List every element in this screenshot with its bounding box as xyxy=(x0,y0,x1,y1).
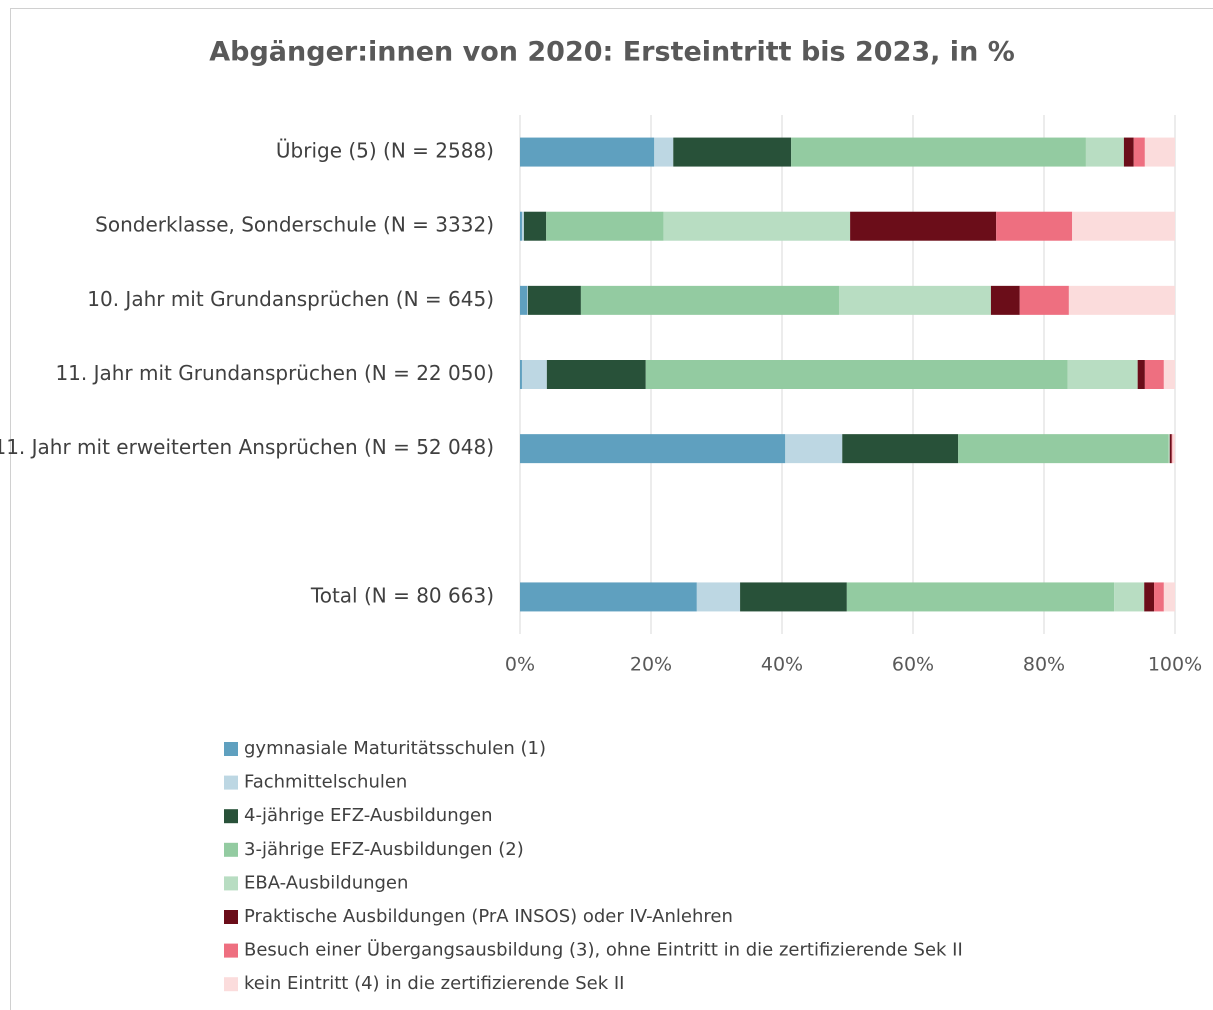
bar-segment xyxy=(527,285,581,315)
legend-label: Besuch einer Übergangsausbildung (3), oh… xyxy=(244,939,963,961)
bar-segment xyxy=(520,285,528,315)
legend-swatch xyxy=(224,876,238,891)
legend-label: gymnasiale Maturitätsschulen (1) xyxy=(244,738,546,759)
bar-segment xyxy=(1163,360,1175,389)
bar-segment xyxy=(1171,434,1173,464)
bar-segment xyxy=(523,211,547,241)
bar-segment xyxy=(580,285,839,315)
y-tick-label: 11. Jahr mit Grundansprüchen (N = 22 050… xyxy=(55,361,494,385)
bar-segment xyxy=(1154,582,1164,612)
bar-segment xyxy=(520,582,697,612)
bar-segment xyxy=(1114,582,1145,612)
y-tick-label: Sonderklasse, Sonderschule (N = 3332) xyxy=(95,213,494,237)
bar-segment xyxy=(990,285,1020,315)
legend-swatch xyxy=(224,910,238,924)
bar-segment xyxy=(1169,434,1172,464)
legend-label: kein Eintritt (4) in die zertifizierende… xyxy=(244,973,624,994)
legend-label: Praktische Ausbildungen (PrA INSOS) oder… xyxy=(244,906,733,927)
bar-segment xyxy=(546,360,646,389)
legend-label: Fachmittelschulen xyxy=(244,772,407,793)
bar-segment xyxy=(1168,434,1170,464)
bar-segment xyxy=(785,434,843,464)
bar-segment xyxy=(1163,582,1175,612)
bar-segment xyxy=(520,211,522,241)
bar-segment xyxy=(520,360,522,389)
bar-segment xyxy=(1019,285,1069,315)
x-tick-label: 40% xyxy=(761,654,803,676)
y-tick-label: 11. Jahr mit erweiterten Ansprüchen (N =… xyxy=(0,435,494,459)
bar-segment xyxy=(673,137,792,167)
bar-segment xyxy=(654,137,674,167)
x-tick-label: 20% xyxy=(630,654,672,676)
bar-segment xyxy=(1144,360,1164,389)
bar-segment xyxy=(850,211,997,241)
bar-segment xyxy=(958,434,1169,464)
bar-segment xyxy=(663,211,851,241)
y-tick-label: Total (N = 80 663) xyxy=(310,583,494,607)
bar-segment xyxy=(520,137,655,167)
bar-segment xyxy=(521,211,524,241)
bar-segment xyxy=(520,434,786,464)
legend-swatch xyxy=(224,943,238,958)
bar-segment xyxy=(546,211,664,241)
legend-swatch xyxy=(224,842,238,857)
bar-segment xyxy=(996,211,1073,241)
y-tick-label: Übrige (5) (N = 2588) xyxy=(276,139,494,163)
bar-segment xyxy=(791,137,1086,167)
bar-segment xyxy=(1068,285,1175,315)
bar-segment xyxy=(1085,137,1124,167)
legend-swatch xyxy=(224,742,238,756)
x-tick-label: 60% xyxy=(892,654,934,676)
bar-segment xyxy=(696,582,741,612)
x-tick-label: 100% xyxy=(1148,654,1202,676)
legend-label: 3-jährige EFZ-Ausbildungen (2) xyxy=(244,839,524,860)
legend-swatch xyxy=(224,977,238,992)
bar-segment xyxy=(1072,211,1175,241)
bar-segment xyxy=(1144,582,1155,612)
legend-swatch xyxy=(224,809,238,824)
x-tick-label: 0% xyxy=(505,654,535,676)
bar-segment xyxy=(846,582,1115,612)
legend-label: 4-jährige EFZ-Ausbildungen xyxy=(244,805,493,826)
bar-segment xyxy=(1133,137,1145,167)
bar-segment xyxy=(740,582,847,612)
y-tick-label: 10. Jahr mit Grundansprüchen (N = 645) xyxy=(87,287,494,311)
bar-segment xyxy=(1123,137,1134,167)
bar-segment xyxy=(1137,360,1145,389)
bar-segment xyxy=(1144,137,1175,167)
bar-segment xyxy=(1172,434,1175,464)
chart-frame xyxy=(10,8,1213,1010)
bar-segment xyxy=(842,434,959,464)
bar-segment xyxy=(838,285,991,315)
bar-segment xyxy=(521,360,547,389)
legend-label: EBA-Ausbildungen xyxy=(244,872,408,893)
bar-segment xyxy=(645,360,1068,389)
bar-segment xyxy=(1067,360,1138,389)
legend-swatch xyxy=(224,775,238,790)
x-tick-label: 80% xyxy=(1023,654,1065,676)
chart-title: Abgänger:innen von 2020: Ersteintritt bi… xyxy=(209,37,1015,68)
bar-segment xyxy=(527,285,528,315)
